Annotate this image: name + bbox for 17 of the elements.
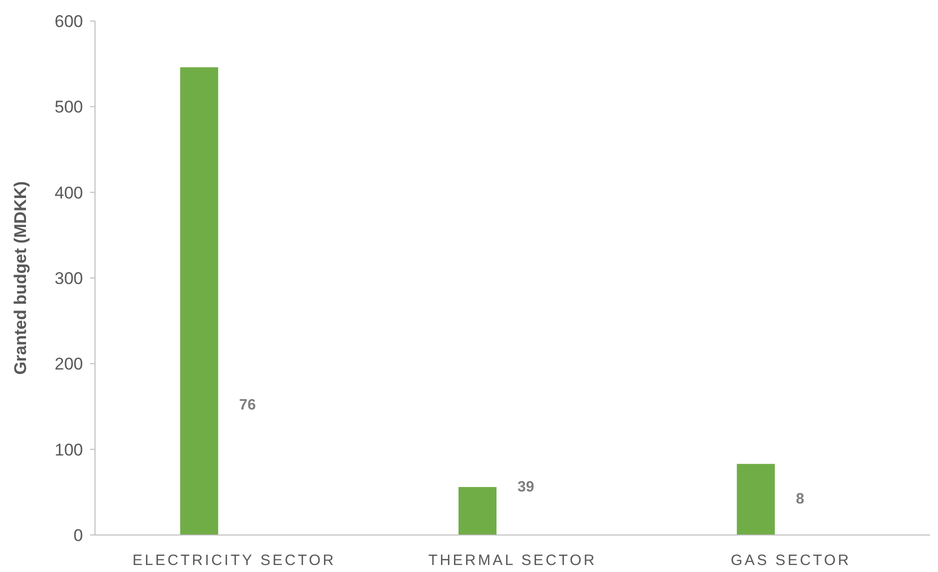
annotation: 8 bbox=[796, 490, 804, 508]
x-tick-label: GAS SECTOR bbox=[730, 552, 851, 569]
y-tick-label: 500 bbox=[54, 98, 83, 117]
x-tick-label: THERMAL SECTOR bbox=[428, 552, 597, 569]
y-tick-label: 200 bbox=[54, 354, 83, 374]
y-axis-title: Granted budget (MDKK) bbox=[11, 181, 30, 375]
bar bbox=[458, 487, 496, 535]
y-tick-label: 600 bbox=[54, 12, 83, 31]
x-tick-label: ELECTRICITY SECTOR bbox=[132, 552, 336, 569]
annotation: 76 bbox=[239, 396, 256, 414]
annotation: 39 bbox=[518, 478, 534, 496]
y-tick-label: 300 bbox=[54, 268, 83, 288]
y-tick-label: 400 bbox=[54, 183, 83, 202]
y-tick-label: 0 bbox=[74, 526, 83, 545]
bar bbox=[736, 464, 775, 535]
bar bbox=[180, 67, 218, 535]
y-tick-label: 100 bbox=[54, 440, 83, 460]
